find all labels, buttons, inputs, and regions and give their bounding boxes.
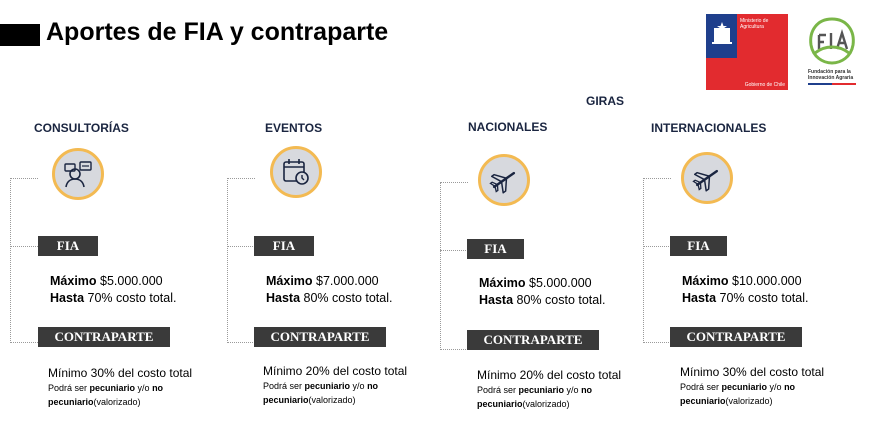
fia-amounts: Máximo $10.000.000 Hasta 70% costo total… bbox=[682, 273, 808, 307]
note-no: no bbox=[784, 382, 796, 392]
note-middle: y/o bbox=[564, 385, 582, 395]
maximo-word: Máximo bbox=[50, 274, 97, 288]
column-heading: EVENTOS bbox=[265, 121, 323, 135]
contraparte-note: Podrá ser pecuniario y/o no pecuniario(v… bbox=[680, 380, 795, 408]
airplane-icon bbox=[489, 171, 516, 194]
bracket-line bbox=[10, 178, 38, 343]
bracket-line bbox=[227, 178, 255, 343]
note-no: no bbox=[152, 383, 164, 393]
note-pecuniario-2: pecuniario bbox=[680, 396, 726, 406]
minimo-text: Mínimo 20% del costo total bbox=[477, 368, 622, 382]
hasta-word: Hasta bbox=[682, 291, 717, 305]
maximo-value: $7.000.000 bbox=[316, 274, 379, 288]
airplane-icon-circle bbox=[681, 152, 733, 204]
contraparte-note: Podrá ser pecuniario y/o no pecuniario(v… bbox=[263, 379, 378, 407]
note-pecuniario: pecuniario bbox=[518, 385, 565, 395]
ministry-name: Ministerio de Agricultura bbox=[737, 14, 788, 58]
minimo-text: Mínimo 20% del costo total bbox=[263, 364, 408, 378]
fia-logo: Fundación para la Innovación Agraria bbox=[804, 15, 860, 89]
fia-amounts: Máximo $5.000.000 Hasta 70% costo total. bbox=[50, 273, 176, 307]
hasta-value: 70% costo total. bbox=[719, 291, 809, 305]
giras-heading: GIRAS bbox=[586, 94, 625, 108]
airplane-icon bbox=[692, 169, 719, 192]
note-prefix: Podrá ser bbox=[48, 383, 90, 393]
fia-color-rule bbox=[808, 83, 856, 85]
hasta-word: Hasta bbox=[479, 293, 514, 307]
note-middle: y/o bbox=[350, 381, 368, 391]
calendar-clock-icon bbox=[283, 159, 309, 185]
hasta-word: Hasta bbox=[50, 291, 85, 305]
hasta-value: 80% costo total. bbox=[303, 291, 393, 305]
calendar-icon-circle bbox=[270, 146, 322, 198]
consultant-icon bbox=[64, 161, 92, 188]
contraparte-label: CONTRAPARTE bbox=[38, 327, 170, 347]
contraparte-label: CONTRAPARTE bbox=[254, 327, 386, 347]
hasta-value: 80% costo total. bbox=[516, 293, 606, 307]
fia-amounts: Máximo $5.000.000 Hasta 80% costo total. bbox=[479, 275, 605, 309]
government-name: Gobierno de Chile bbox=[706, 58, 788, 90]
fia-label: FIA bbox=[670, 236, 727, 256]
note-pecuniario-2: pecuniario bbox=[263, 395, 309, 405]
maximo-value: $5.000.000 bbox=[529, 276, 592, 290]
page-title: Aportes de FIA y contraparte bbox=[46, 18, 389, 46]
fia-label: FIA bbox=[38, 236, 98, 256]
note-suffix: (valorizado) bbox=[522, 399, 570, 409]
contraparte-note: Podrá ser pecuniario y/o no pecuniario(v… bbox=[477, 383, 592, 411]
maximo-value: $5.000.000 bbox=[100, 274, 163, 288]
column-heading: INTERNACIONALES bbox=[651, 121, 767, 135]
maximo-value: $10.000.000 bbox=[732, 274, 802, 288]
note-pecuniario-2: pecuniario bbox=[48, 397, 94, 407]
bracket-line bbox=[440, 182, 468, 350]
hasta-value: 70% costo total. bbox=[87, 291, 177, 305]
bracket-line bbox=[227, 246, 255, 247]
bracket-line bbox=[440, 250, 468, 251]
hasta-word: Hasta bbox=[266, 291, 301, 305]
fia-leaf-icon bbox=[809, 17, 855, 65]
fia-amounts: Máximo $7.000.000 Hasta 80% costo total. bbox=[266, 273, 392, 307]
note-suffix: (valorizado) bbox=[725, 396, 773, 406]
minimo-text: Mínimo 30% del costo total bbox=[48, 366, 193, 380]
maximo-word: Máximo bbox=[266, 274, 313, 288]
note-no: no bbox=[367, 381, 379, 391]
bracket-line bbox=[10, 246, 38, 247]
title-bar-decoration bbox=[0, 24, 40, 46]
note-pecuniario: pecuniario bbox=[89, 383, 136, 393]
bracket-line bbox=[643, 246, 671, 247]
note-pecuniario-2: pecuniario bbox=[477, 399, 523, 409]
note-pecuniario: pecuniario bbox=[304, 381, 351, 391]
note-prefix: Podrá ser bbox=[263, 381, 305, 391]
contraparte-label: CONTRAPARTE bbox=[467, 330, 599, 350]
column-heading: NACIONALES bbox=[468, 120, 548, 134]
airplane-icon-circle bbox=[478, 154, 530, 206]
contraparte-note: Podrá ser pecuniario y/o no pecuniario(v… bbox=[48, 381, 163, 409]
note-prefix: Podrá ser bbox=[477, 385, 519, 395]
note-suffix: (valorizado) bbox=[93, 397, 141, 407]
fia-label: FIA bbox=[254, 236, 314, 256]
note-suffix: (valorizado) bbox=[308, 395, 356, 405]
note-middle: y/o bbox=[135, 383, 153, 393]
contraparte-label: CONTRAPARTE bbox=[670, 327, 802, 347]
consultant-icon-circle bbox=[52, 148, 104, 200]
note-no: no bbox=[581, 385, 593, 395]
fia-label: FIA bbox=[467, 239, 524, 259]
gobierno-de-chile-logo: Ministerio de Agricultura Gobierno de Ch… bbox=[706, 14, 788, 90]
minimo-text: Mínimo 30% del costo total bbox=[680, 365, 825, 379]
maximo-word: Máximo bbox=[682, 274, 729, 288]
bracket-line bbox=[643, 178, 671, 343]
note-pecuniario: pecuniario bbox=[721, 382, 768, 392]
maximo-word: Máximo bbox=[479, 276, 526, 290]
note-prefix: Podrá ser bbox=[680, 382, 722, 392]
note-middle: y/o bbox=[767, 382, 785, 392]
coat-of-arms-icon bbox=[712, 22, 732, 44]
fia-name: Fundación para la Innovación Agraria bbox=[808, 69, 854, 81]
column-heading: CONSULTORÍAS bbox=[34, 121, 129, 135]
